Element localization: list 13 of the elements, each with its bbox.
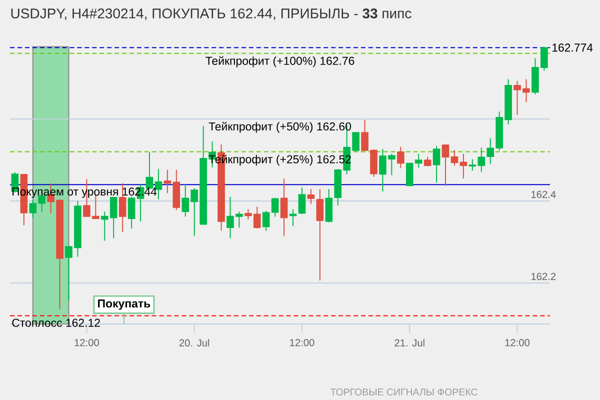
ref-line-label: Тейкпрофит (+100%) 162.76 bbox=[206, 56, 354, 68]
ref-line-label: 162.774 bbox=[552, 44, 593, 52]
x-tick-label: 20. Jul bbox=[179, 339, 210, 346]
x-tick-label: 12:00 bbox=[290, 339, 314, 346]
y-tick-label: 162.2 bbox=[531, 272, 556, 280]
chart-title: USDJPY, H4#230214, ПОКУПАТЬ 162.44, ПРИБЫЛЬ - 33 пипс bbox=[11, 8, 412, 20]
ref-line-label: Стоплосс 162.12 bbox=[12, 318, 100, 327]
annotation: Покупать bbox=[98, 300, 150, 310]
y-tick-label: 162.4 bbox=[531, 190, 556, 198]
x-tick-label: 12:00 bbox=[505, 339, 530, 346]
x-tick-label: 21. Jul bbox=[394, 339, 424, 346]
x-tick-label: 12:00 bbox=[74, 339, 99, 346]
text: ТОРГОВЫЕ СИГНАЛЫ ФОРЕКС bbox=[330, 388, 478, 396]
